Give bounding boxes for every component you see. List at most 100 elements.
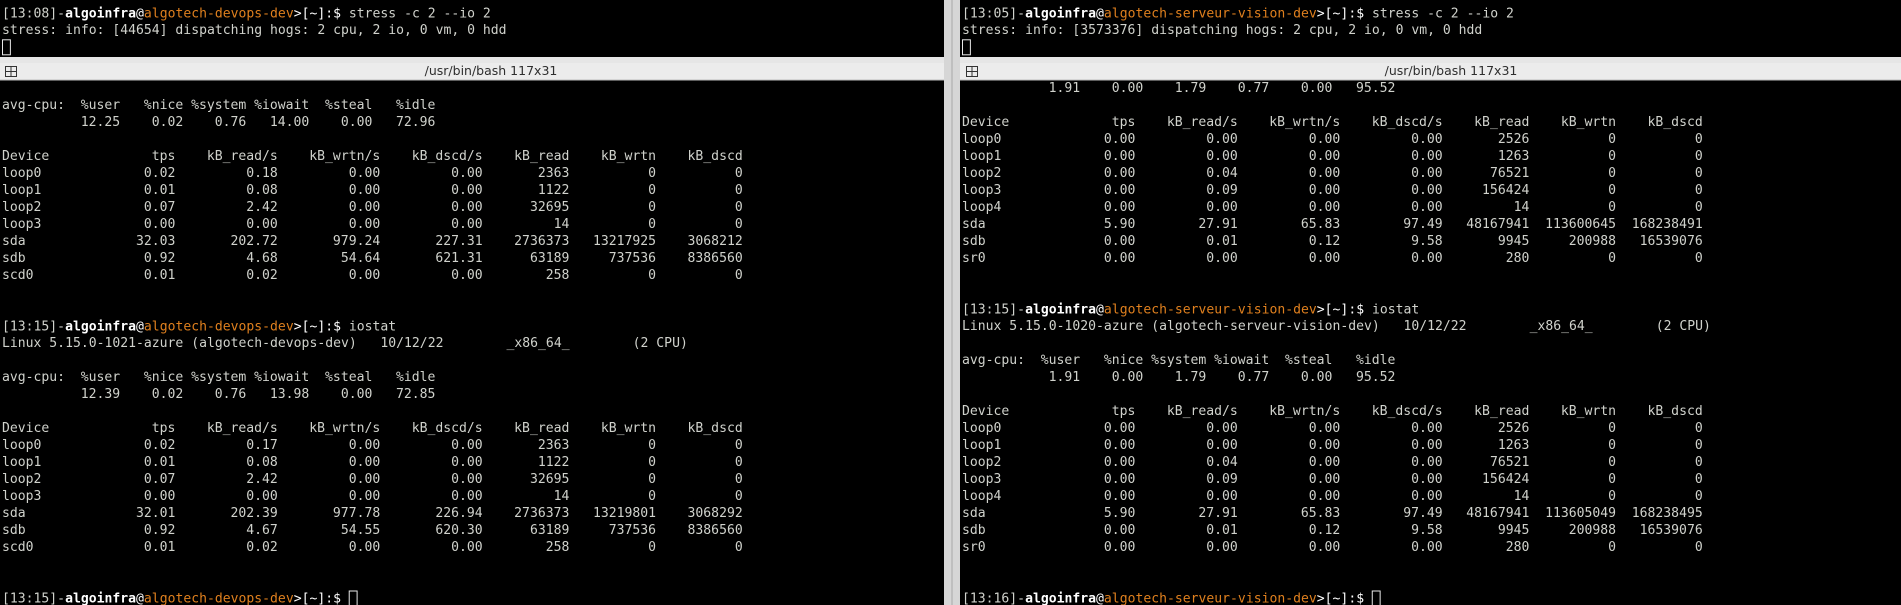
device-value: 0: [735, 455, 743, 470]
device-value: 0.00: [1309, 540, 1341, 555]
cpu-value: 0.00: [1301, 81, 1333, 96]
device-value: 0: [1695, 540, 1703, 555]
device-name: scd0: [2, 268, 34, 283]
device-value: 0.00: [349, 455, 381, 470]
device-value: 0.00: [1104, 251, 1136, 266]
device-value: 27.91: [1198, 217, 1237, 232]
device-value: 0.00: [451, 217, 483, 232]
device-value: 168238491: [1632, 217, 1703, 232]
device-name: loop1: [962, 149, 1001, 164]
device-value: 0: [1608, 183, 1616, 198]
device-value: 4.68: [246, 251, 278, 266]
device-value: 0: [1608, 455, 1616, 470]
device-value: 0: [648, 489, 656, 504]
device-value: 0.00: [1411, 472, 1443, 487]
device-value: 0: [735, 540, 743, 555]
prompt-part: [13:15]-: [2, 319, 65, 334]
device-header: kB_read/s: [1167, 115, 1238, 130]
device-name: loop1: [2, 183, 41, 198]
terminal-pane[interactable]: [13:05]-algoinfra@algotech-serveur-visio…: [962, 6, 1514, 56]
cpu-value: 95.52: [1356, 370, 1395, 385]
cpu-value: 0.02: [152, 387, 184, 402]
device-value: 1263: [1498, 438, 1530, 453]
prompt-part: @: [1096, 6, 1104, 21]
terminal-pane[interactable]: avg-cpu: %user %nice %system %iowait %steal %i…: [2, 98, 743, 605]
device-value: 2526: [1498, 421, 1530, 436]
device-value: 0.00: [1309, 438, 1341, 453]
device-header: kB_dscd: [1648, 404, 1703, 419]
command: stress -c 2 --io 2: [1372, 6, 1514, 21]
device-name: sdb: [962, 234, 986, 249]
device-header: kB_read: [1474, 404, 1529, 419]
cpu-value: 1.91: [1049, 370, 1081, 385]
device-header: Device: [962, 115, 1009, 130]
device-value: 0.00: [451, 540, 483, 555]
device-value: 0.00: [349, 183, 381, 198]
device-header: tps: [1112, 115, 1136, 130]
pane-icon[interactable]: [966, 66, 978, 77]
device-value: 0.00: [1411, 200, 1443, 215]
prompt: [13:15]-algoinfra@algotech-devops-dev>[~…: [2, 591, 349, 605]
device-value: 0: [1608, 200, 1616, 215]
device-value: 0: [1608, 166, 1616, 181]
device-name: sdb: [2, 251, 26, 266]
device-value: 76521: [1490, 166, 1529, 181]
device-value: 0: [1608, 421, 1616, 436]
cpu-header: %nice: [144, 98, 184, 113]
device-header: kB_read: [1474, 115, 1529, 130]
device-value: 97.49: [1403, 506, 1442, 521]
cpu-header: %nice: [1104, 353, 1144, 368]
device-value: 27.91: [1198, 506, 1237, 521]
device-value: 0.00: [1206, 200, 1238, 215]
device-value: 0: [648, 268, 656, 283]
cpu-value: 0.02: [152, 115, 184, 130]
title-bar[interactable]: [0, 63, 944, 80]
device-header: kB_wrtn: [601, 421, 656, 436]
pane-icon[interactable]: [5, 66, 17, 77]
prompt-part: algotech-devops-dev: [144, 6, 294, 21]
device-header: kB_read: [514, 149, 569, 164]
prompt-part: algoinfra: [65, 6, 136, 21]
device-value: 0.00: [1411, 421, 1443, 436]
device-value: 8386560: [688, 523, 743, 538]
device-value: 0.00: [1104, 421, 1136, 436]
device-value: 54.55: [341, 523, 380, 538]
cpu-header: %idle: [396, 98, 436, 113]
device-value: 0: [648, 472, 656, 487]
prompt: [13:05]-algoinfra@algotech-serveur-visio…: [962, 6, 1514, 21]
output-line: stress: info: [3573376] dispatching hogs…: [962, 23, 1482, 38]
device-header: Device: [962, 404, 1009, 419]
prompt-part: algotech-serveur-vision-dev: [1104, 6, 1317, 21]
command: stress -c 2 --io 2: [349, 6, 491, 21]
output-line: Linux 5.15.0-1020-azure (algotech-serveu…: [962, 319, 1711, 334]
device-value: 0.00: [1206, 421, 1238, 436]
title-bar[interactable]: [960, 63, 1901, 80]
cpu-value: 0.77: [1238, 370, 1270, 385]
device-header: kB_wrtn/s: [309, 149, 380, 164]
device-name: loop2: [962, 455, 1001, 470]
device-value: 0.00: [1411, 438, 1443, 453]
device-value: 0.00: [451, 472, 483, 487]
device-value: 0: [1695, 455, 1703, 470]
device-value: 0.00: [451, 268, 483, 283]
device-value: 5.90: [1104, 506, 1136, 521]
prompt-part: [13:08]-: [2, 6, 65, 21]
terminal-pane[interactable]: 1.91 0.00 1.79 0.77 0.00 95.52 Device tps kB_rea…: [962, 81, 1711, 605]
device-name: loop3: [962, 472, 1001, 487]
device-value: 0.04: [1206, 166, 1238, 181]
device-value: 0.07: [144, 200, 176, 215]
device-value: 0.00: [1309, 149, 1341, 164]
device-value: 0.00: [1104, 149, 1136, 164]
prompt-part: @: [1096, 302, 1104, 317]
device-value: 3068212: [688, 234, 743, 249]
device-value: 200988: [1569, 234, 1616, 249]
device-value: 0: [1695, 438, 1703, 453]
device-value: 0.00: [1206, 489, 1238, 504]
device-header: kB_read/s: [1167, 404, 1238, 419]
device-value: 0.00: [1411, 183, 1443, 198]
terminal-pane[interactable]: [13:08]-algoinfra@algotech-devops-dev>[~…: [2, 6, 507, 56]
device-value: 63189: [530, 251, 569, 266]
cpu-header: %system: [191, 98, 246, 113]
